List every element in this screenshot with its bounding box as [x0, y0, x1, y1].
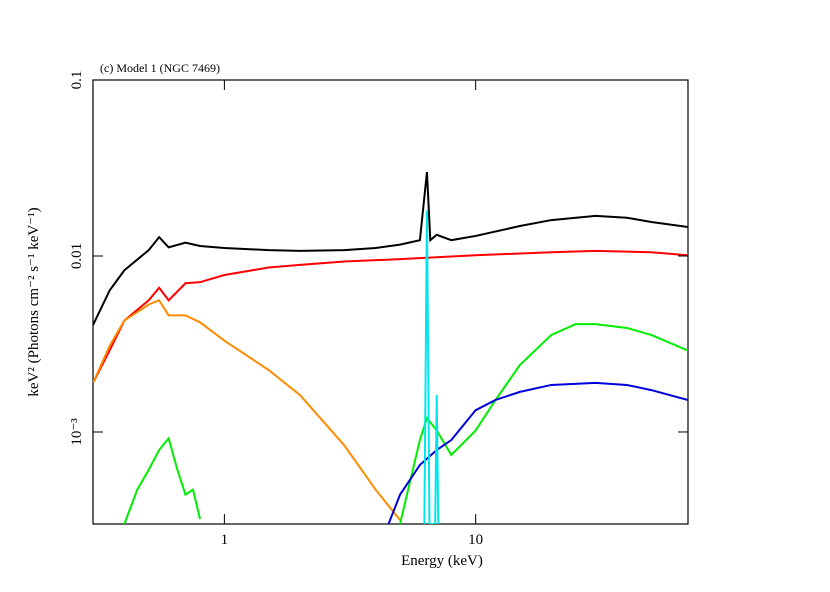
plot-frame — [92, 79, 689, 525]
series-line — [123, 323, 688, 524]
y-tick-label: 10⁻³ — [69, 418, 85, 446]
y-tick-label: 0.01 — [69, 243, 85, 269]
series-line — [423, 210, 440, 524]
plot-area — [93, 171, 688, 524]
series-line — [93, 249, 688, 384]
x-axis-label: Energy (keV) — [401, 553, 483, 569]
series-line — [387, 381, 688, 524]
y-tick-label: 0.1 — [69, 71, 85, 90]
annotation: (c) Model 1 (NGC 7469) — [100, 61, 220, 75]
y-axis-label: keV² (Photons cm⁻² s⁻¹ keV⁻¹) — [26, 207, 42, 396]
series-line — [93, 299, 401, 521]
x-tick-label: 10 — [468, 532, 483, 548]
series-line — [93, 171, 688, 326]
x-tick-label: 1 — [221, 532, 229, 548]
